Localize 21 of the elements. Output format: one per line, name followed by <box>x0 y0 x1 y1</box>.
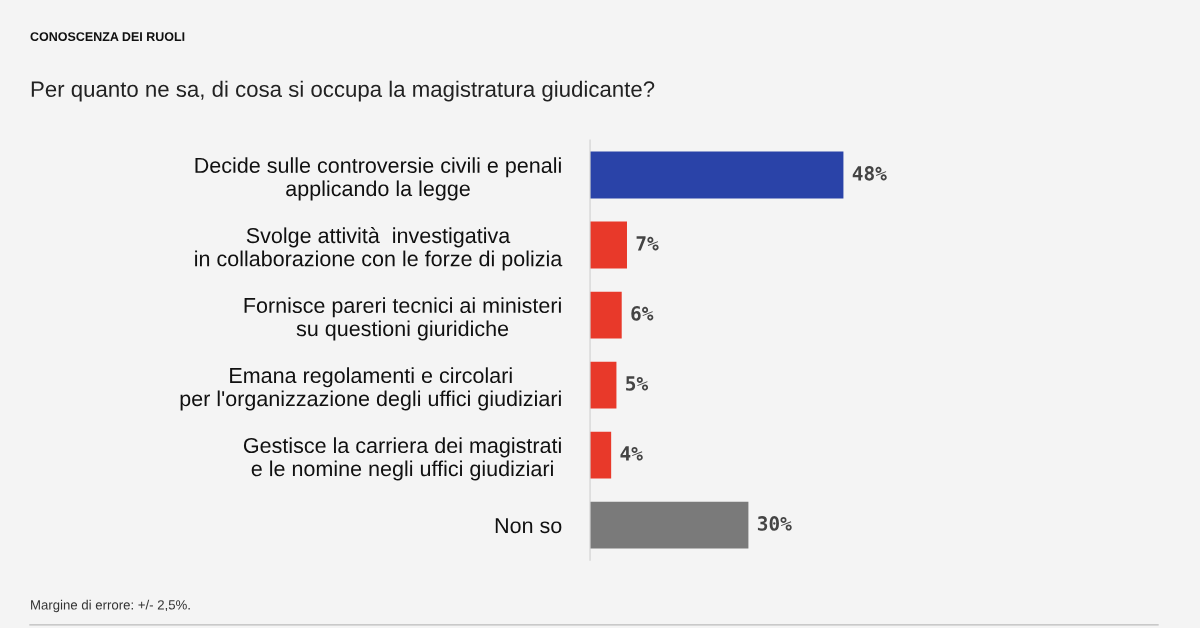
bar <box>590 361 617 409</box>
data-label: 6% <box>631 306 654 321</box>
data-label: 5% <box>626 376 649 391</box>
data-label: 7% <box>636 236 659 251</box>
text: Margine di errore: +/- 2,5%. <box>31 599 190 613</box>
y-tick-label: Gestisce la carriera dei magistrati e le nomine negli uffici giudiziari <box>243 437 561 481</box>
text: CONOSCENZA DEI RUOLI <box>30 32 185 42</box>
data-label: 4% <box>620 446 643 461</box>
y-tick-label: Fornisce pareri tecnici ai ministeri su questioni giuridiche <box>244 297 561 341</box>
y-tick-label: Decide sulle controversie civili e penali applicando la legge <box>195 157 561 201</box>
y-tick-label: Emana regolamenti e circolari per l'organizzazione degli uffici giudiziari <box>180 367 561 411</box>
bar <box>590 221 627 269</box>
bar <box>590 151 844 199</box>
bar <box>590 501 749 549</box>
y-tick-label: Non so <box>495 518 562 534</box>
y-tick-label: Svolge attività investigativa in collaborazione con le forze di polizia <box>195 227 563 271</box>
text: Per quanto ne sa, di cosa si occupa la magistratura giudicante? <box>31 80 655 102</box>
bar <box>590 431 612 479</box>
data-label: 48% <box>852 165 887 181</box>
data-label: 30% <box>757 516 792 531</box>
bar <box>590 291 622 339</box>
